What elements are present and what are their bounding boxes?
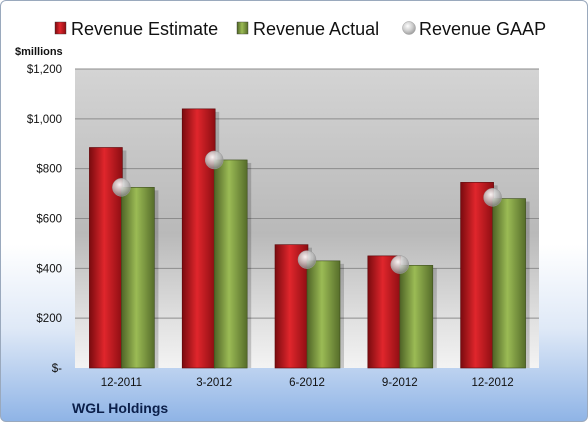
bar-revenue-estimate <box>367 255 402 369</box>
y-tick-label: $- <box>52 363 62 375</box>
bar-revenue-actual <box>306 260 341 369</box>
axis-labels: $- $200 $400 $600 $800 $1,000 $1,200 12-2011 3-2… <box>27 64 514 389</box>
y-tick-label: $800 <box>36 164 62 176</box>
bar-revenue-actual <box>121 187 155 369</box>
legend-label: Revenue Actual <box>253 19 379 39</box>
legend-swatch <box>54 21 67 35</box>
bar-revenue-actual <box>399 265 434 369</box>
legend-label: Revenue Estimate <box>71 19 218 39</box>
x-tick-label: 6-2012 <box>289 377 325 389</box>
legend-swatch <box>236 21 249 35</box>
marker-revenue-gaap <box>297 250 317 269</box>
y-tick-label: $600 <box>36 214 62 226</box>
marker-revenue-gaap <box>204 150 224 170</box>
x-tick-label: 3-2012 <box>196 377 232 389</box>
bar-revenue-estimate <box>181 108 216 369</box>
bar-revenue-actual <box>492 198 526 369</box>
company-label: WGL Holdings <box>72 400 168 416</box>
legend-label: Revenue GAAP <box>419 19 546 39</box>
x-tick-label: 12-2011 <box>101 377 142 389</box>
x-tick-label: 12-2012 <box>471 377 513 389</box>
y-tick-label: $1,200 <box>27 64 62 76</box>
y-tick-label: $1,000 <box>27 114 62 126</box>
marker-revenue-gaap <box>483 188 502 207</box>
y-tick-label: $200 <box>36 313 62 325</box>
y-unit-label: $millions <box>15 46 63 58</box>
y-tick-label: $400 <box>36 263 62 275</box>
legend-swatch <box>402 21 416 35</box>
legend: Revenue Estimate Revenue Actual Revenue GA… <box>54 19 546 39</box>
marker-revenue-gaap <box>112 178 131 197</box>
bar-revenue-actual <box>213 159 248 369</box>
bar-revenue-estimate <box>460 182 494 369</box>
marker-revenue-gaap <box>390 255 410 274</box>
bars-group <box>89 108 530 369</box>
x-tick-label: 9-2012 <box>382 377 418 389</box>
